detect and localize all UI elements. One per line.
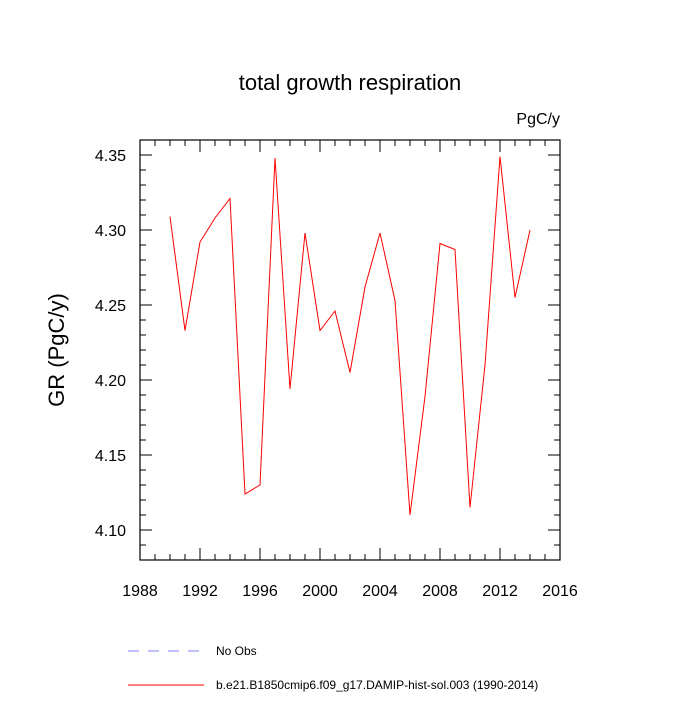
legend-label: b.e21.B1850cmip6.f09_g17.DAMIP-hist-sol.… — [216, 678, 538, 692]
x-tick-label: 1996 — [242, 583, 278, 600]
y-tick-label: 4.30 — [95, 223, 126, 240]
x-tick-label: 2016 — [542, 583, 578, 600]
x-tick-label: 1992 — [182, 583, 218, 600]
y-tick-label: 4.35 — [95, 148, 126, 165]
y-tick-label: 4.25 — [95, 298, 126, 315]
x-tick-label: 2000 — [302, 583, 338, 600]
x-tick-label: 2012 — [482, 583, 518, 600]
legend: No Obs b.e21.B1850cmip6.f09_g17.DAMIP-his… — [128, 644, 538, 692]
y-axis-label: GR (PgC/y) — [44, 293, 69, 407]
x-tick-label: 2004 — [362, 583, 398, 600]
x-tick-label: 2008 — [422, 583, 458, 600]
units-label: PgC/y — [516, 111, 560, 128]
chart-title: total growth respiration — [239, 70, 462, 95]
legend-label: No Obs — [216, 644, 257, 658]
x-tick-label: 1988 — [122, 583, 158, 600]
y-tick-label: 4.10 — [95, 523, 126, 540]
plot-area: 1988 1992 1996 2000 2004 2008 2012 2016 4.10 4.15… — [95, 139, 578, 600]
y-tick-label: 4.15 — [95, 448, 126, 465]
series-line — [169, 156, 531, 516]
y-tick-label: 4.20 — [95, 373, 126, 390]
